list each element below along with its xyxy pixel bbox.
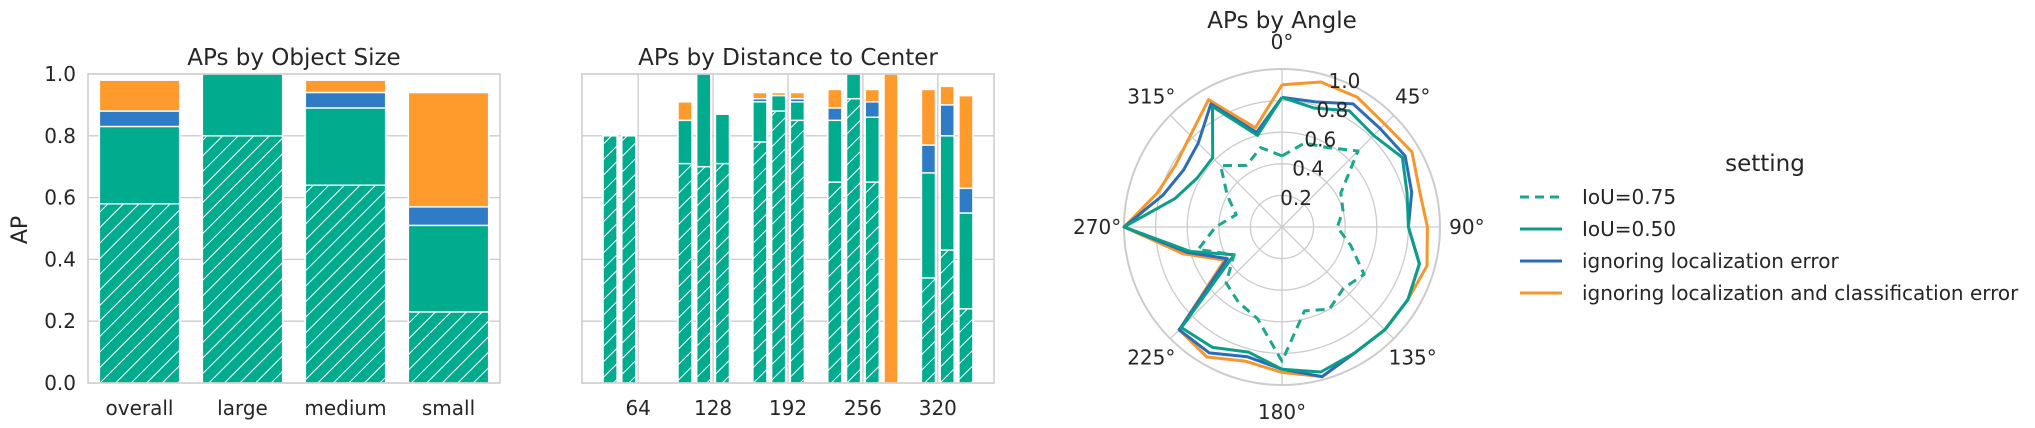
angle-chart-theta-label: 225° bbox=[1127, 346, 1175, 370]
distance-bar-iou75 bbox=[845, 97, 862, 384]
distance-bar-iou75 bbox=[827, 181, 843, 384]
distance-chart-xtick-label: 64 bbox=[625, 396, 650, 420]
distance-bar-iou75 bbox=[621, 135, 637, 384]
distance-bar-iou75 bbox=[602, 135, 618, 384]
size-chart-frame bbox=[87, 73, 501, 384]
size-bar-iou75 bbox=[304, 184, 387, 384]
distance-bar-iou75 bbox=[958, 308, 974, 384]
angle-line-iou50 bbox=[1122, 95, 1421, 374]
distance-chart-xtick-label: 128 bbox=[694, 396, 732, 420]
angle-chart-r-label: 0.8 bbox=[1316, 98, 1348, 122]
angle-chart-spoke bbox=[1281, 226, 1395, 340]
size-chart-xtick-label: large bbox=[217, 396, 268, 420]
distance-bar-iou75 bbox=[864, 181, 881, 384]
angle-line-cls bbox=[1122, 80, 1429, 379]
legend-entry-label: IoU=0.50 bbox=[1582, 217, 1676, 241]
size-chart-ytick-label: 0.8 bbox=[44, 124, 76, 148]
size-bar-iou75 bbox=[98, 203, 181, 384]
angle-chart-theta-label: 135° bbox=[1389, 346, 1437, 370]
size-bar-iou75 bbox=[407, 311, 490, 384]
distance-chart-xtick-label: 192 bbox=[769, 396, 807, 420]
angle-chart-r-label: 1.0 bbox=[1329, 69, 1361, 93]
size-chart-xtick-label: small bbox=[422, 396, 475, 420]
size-chart-xtick-label: medium bbox=[304, 396, 386, 420]
legend-title: setting bbox=[1725, 151, 1805, 177]
size-chart-ytick-label: 1.0 bbox=[44, 62, 76, 86]
size-chart: APs by Object Size AP 0.0 0.2 0.4 0.6 0.8 1.0… bbox=[8, 45, 501, 420]
angle-chart-theta-label: 270° bbox=[1073, 215, 1121, 239]
legend-entry-label: ignoring localization and classification… bbox=[1582, 281, 2019, 305]
angle-line-iou75 bbox=[1196, 141, 1366, 363]
legend: setting IoU=0.75 IoU=0.50 ignoring localiz… bbox=[1520, 151, 2019, 305]
legend-entry-label: IoU=0.75 bbox=[1582, 185, 1676, 209]
angle-chart-spoke bbox=[1169, 114, 1283, 228]
angle-chart-r-label: 0.2 bbox=[1280, 186, 1312, 210]
distance-bar-iou75 bbox=[695, 165, 712, 384]
angle-chart-title: APs by Angle bbox=[1207, 8, 1356, 34]
distance-bar-cls bbox=[883, 73, 899, 384]
distance-chart-title: APs by Distance to Center bbox=[638, 45, 938, 71]
size-chart-xtick-label: overall bbox=[106, 396, 174, 420]
distance-bar-iou75 bbox=[789, 119, 806, 384]
distance-chart-xtick-label: 256 bbox=[844, 396, 882, 420]
distance-bar-iou75 bbox=[677, 162, 693, 384]
size-chart-ytick-label: 0.6 bbox=[44, 186, 76, 210]
angle-chart-r-label: 0.6 bbox=[1304, 127, 1336, 151]
angle-chart-theta-label: 45° bbox=[1395, 84, 1430, 108]
size-chart-title: APs by Object Size bbox=[187, 45, 400, 71]
size-bar-iou75 bbox=[201, 135, 284, 384]
distance-chart: APs by Distance to Center 64 128 192 256 320 bbox=[581, 45, 995, 420]
distance-chart-xtick-label: 320 bbox=[919, 396, 957, 420]
size-chart-ytick-label: 0.4 bbox=[44, 247, 76, 271]
angle-chart-spoke bbox=[1281, 114, 1395, 228]
distance-bar-iou75 bbox=[752, 141, 768, 384]
distance-chart-frame bbox=[581, 73, 995, 384]
angle-chart-theta-label: 0° bbox=[1271, 30, 1294, 54]
angle-chart: APs by Angle 0° 45° 90° 135° 180° 225° 270° 315… bbox=[1073, 8, 1485, 424]
distance-bar-iou75 bbox=[770, 110, 787, 384]
angle-chart-theta-label: 90° bbox=[1449, 215, 1484, 239]
distance-bar-iou75 bbox=[939, 249, 955, 384]
legend-entry-label: ignoring localization error bbox=[1582, 249, 1839, 273]
angle-chart-theta-label: 180° bbox=[1258, 400, 1306, 424]
size-chart-ylabel: AP bbox=[8, 216, 33, 244]
distance-bar-iou75 bbox=[714, 162, 731, 384]
angle-chart-theta-label: 315° bbox=[1127, 84, 1175, 108]
size-chart-ytick-label: 0.2 bbox=[44, 309, 76, 333]
size-chart-ytick-label: 0.0 bbox=[44, 371, 76, 395]
distance-bar-iou75 bbox=[920, 277, 937, 384]
angle-chart-r-label: 0.4 bbox=[1292, 157, 1324, 181]
